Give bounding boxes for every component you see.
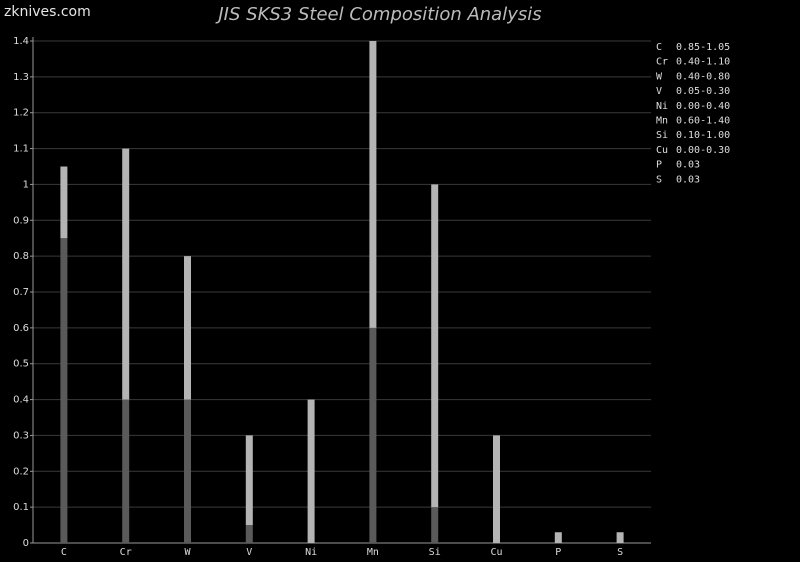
- y-tick-label: 1.2: [13, 108, 29, 119]
- y-tick-label: 1.3: [13, 72, 29, 83]
- y-tick-label: 1: [23, 179, 29, 190]
- bar-segment: [369, 327, 377, 543]
- bar-segment: [184, 399, 191, 543]
- x-tick-label: C: [61, 547, 67, 558]
- legend-element: Mn: [656, 116, 668, 127]
- bar-segment: [245, 435, 253, 526]
- y-tick-label: 1.1: [13, 144, 29, 155]
- legend-range: 0.03: [676, 174, 700, 185]
- x-tick-label: V: [246, 547, 252, 558]
- y-tick-label: 0.2: [13, 466, 29, 477]
- bar-segment: [122, 148, 130, 400]
- x-tick-label: S: [617, 547, 623, 558]
- x-tick-label: Si: [429, 547, 441, 558]
- x-tick-label: W: [184, 547, 191, 558]
- legend-element: C: [656, 42, 662, 53]
- watermark: zknives.com: [4, 4, 91, 20]
- legend-element: Ni: [656, 101, 668, 112]
- y-tick-label: 0: [23, 538, 29, 549]
- bar-segment: [431, 184, 439, 508]
- y-tick-label: 0.9: [13, 215, 29, 226]
- legend-range: 0.00-0.30: [676, 145, 730, 156]
- bar-segment: [431, 507, 439, 543]
- bar-segment: [369, 41, 377, 328]
- bar-segment: [493, 435, 500, 543]
- bar-segment: [616, 532, 624, 543]
- x-tick-label: Mn: [367, 547, 379, 558]
- bar-segment: [60, 238, 68, 543]
- bar-segment: [122, 399, 130, 543]
- x-tick-label: P: [555, 547, 561, 558]
- legend-range: 0.40-1.10: [676, 57, 730, 68]
- legend-range: 0.60-1.40: [676, 116, 730, 127]
- legend-element: S: [656, 174, 662, 185]
- legend-range: 0.00-0.40: [676, 101, 730, 112]
- y-tick-label: 0.5: [13, 359, 29, 370]
- y-tick-label: 0.3: [13, 430, 29, 441]
- bar-segment: [184, 256, 191, 400]
- legend-range: 0.40-0.80: [676, 71, 730, 82]
- legend-element: Cu: [656, 145, 668, 156]
- y-tick-label: 0.1: [13, 502, 29, 513]
- legend-range: 0.10-1.00: [676, 130, 730, 141]
- legend-element: P: [656, 160, 662, 171]
- legend-range: 0.03: [676, 160, 700, 171]
- legend-range: 0.05-0.30: [676, 86, 730, 97]
- legend-range: 0.85-1.05: [676, 42, 730, 53]
- x-tick-label: Cr: [120, 547, 132, 558]
- y-tick-label: 0.7: [13, 287, 29, 298]
- x-tick-label: Ni: [305, 547, 317, 558]
- y-tick-label: 1.4: [13, 36, 29, 47]
- bar-segment: [554, 532, 562, 543]
- y-tick-label: 0.6: [13, 323, 29, 334]
- y-tick-label: 0.8: [13, 251, 29, 262]
- bar-segment: [245, 525, 253, 543]
- chart-title: JIS SKS3 Steel Composition Analysis: [215, 4, 541, 25]
- legend-element: Si: [656, 130, 668, 141]
- bar-segment: [60, 166, 68, 239]
- legend-element: W: [656, 71, 663, 82]
- bar-segment: [307, 399, 315, 543]
- x-tick-label: Cu: [490, 547, 502, 558]
- y-tick-label: 0.4: [13, 395, 29, 406]
- legend-element: V: [656, 86, 662, 97]
- legend-element: Cr: [656, 57, 668, 68]
